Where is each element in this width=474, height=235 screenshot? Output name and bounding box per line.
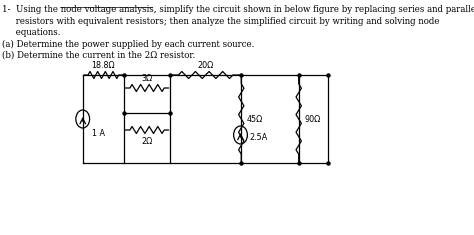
Text: (a) Determine the power supplied by each current source.: (a) Determine the power supplied by each… xyxy=(1,39,254,49)
Text: resistors with equivalent resistors; then analyze the simplified circuit by writ: resistors with equivalent resistors; the… xyxy=(1,16,439,26)
Text: 90Ω: 90Ω xyxy=(304,114,320,124)
Text: 20Ω: 20Ω xyxy=(198,61,214,70)
Text: equations.: equations. xyxy=(1,28,60,37)
Text: 1 A: 1 A xyxy=(92,129,105,137)
Text: 1-  Using the node voltage analysis, simplify the circuit shown in below figure : 1- Using the node voltage analysis, simp… xyxy=(1,5,474,14)
Text: 3Ω: 3Ω xyxy=(142,74,153,83)
Text: 2Ω: 2Ω xyxy=(141,137,153,146)
Text: (b) Determine the current in the 2Ω resistor.: (b) Determine the current in the 2Ω resi… xyxy=(1,51,195,60)
Text: 2.5A: 2.5A xyxy=(250,133,268,141)
Text: 45Ω: 45Ω xyxy=(246,114,263,124)
Text: 18.8Ω: 18.8Ω xyxy=(91,61,115,70)
